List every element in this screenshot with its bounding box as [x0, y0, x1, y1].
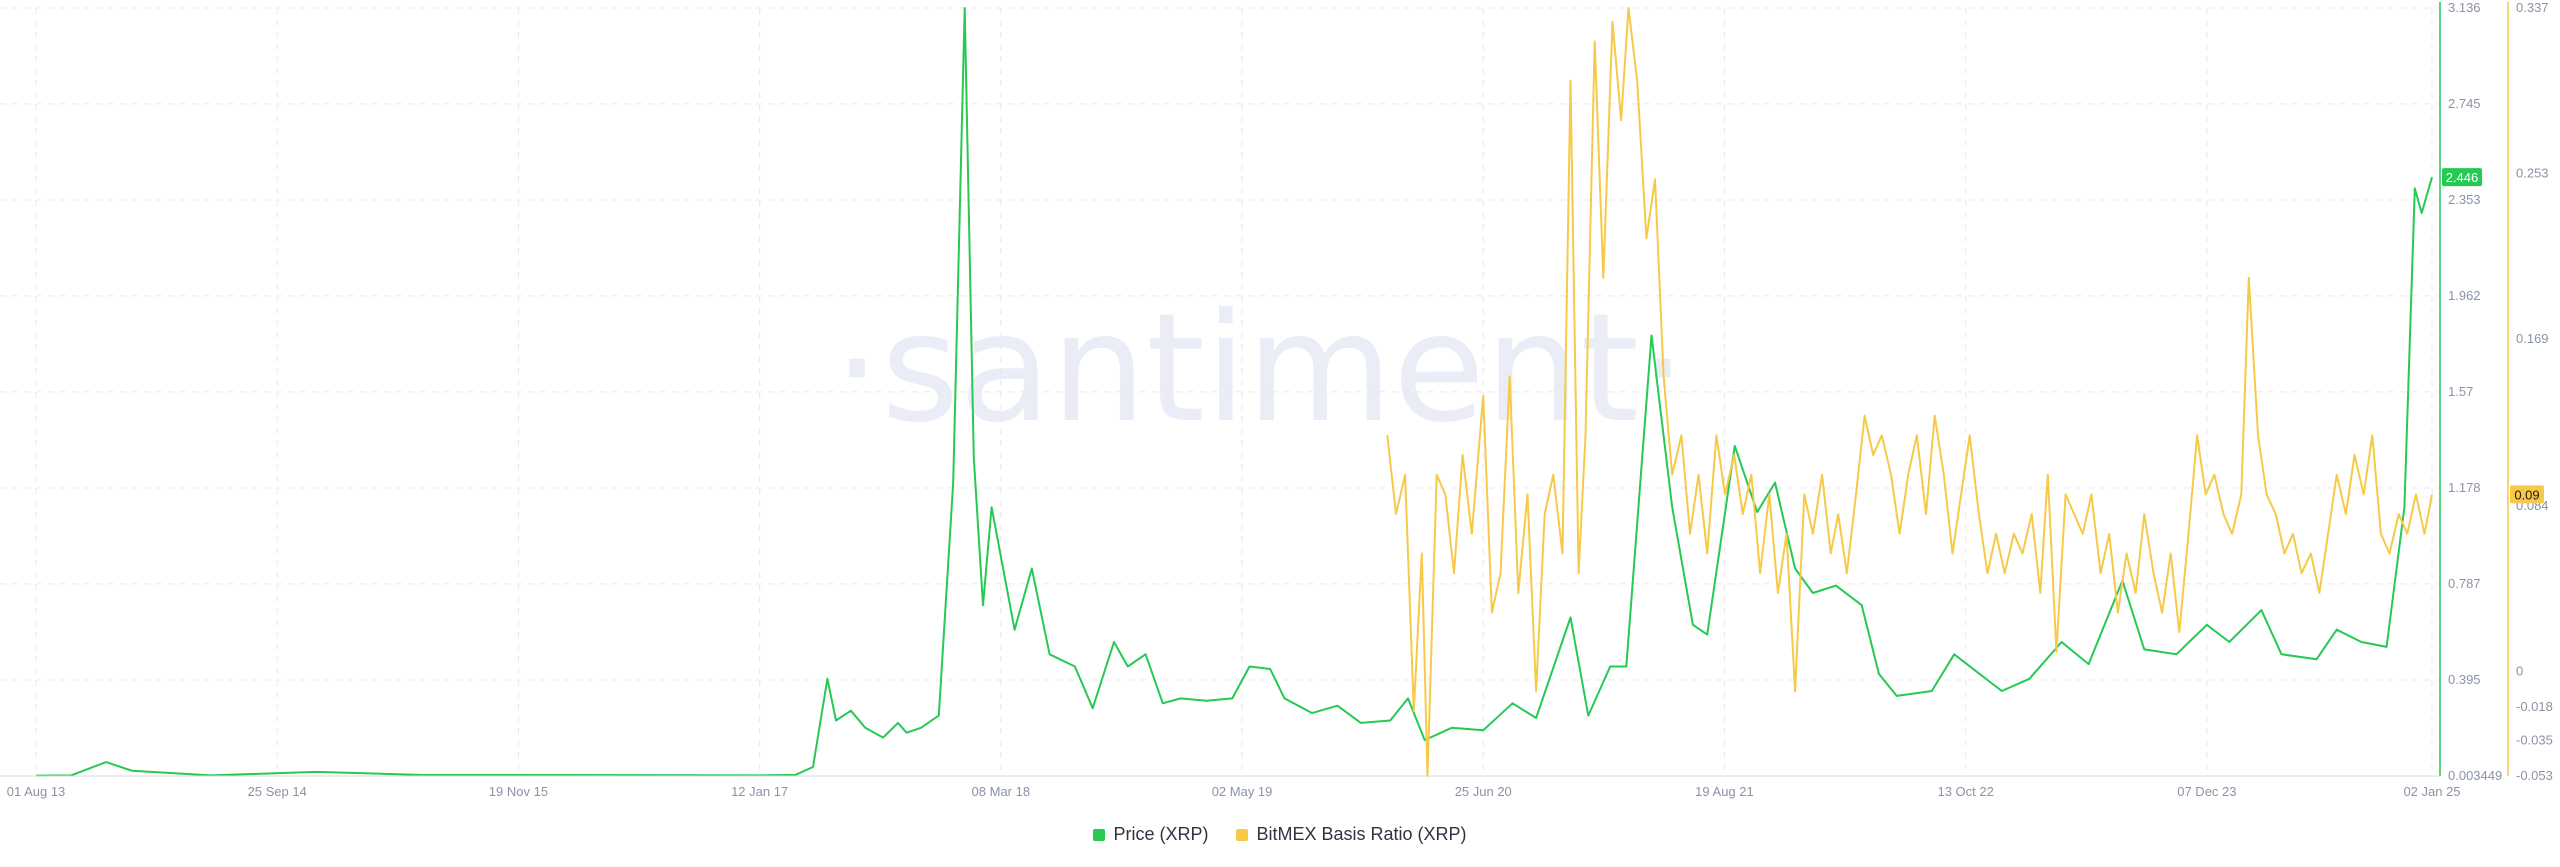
y-left-tick-label: 0.787	[2448, 576, 2481, 591]
y-left-tick-label: 2.353	[2448, 192, 2481, 207]
legend-label-price: Price (XRP)	[1113, 824, 1209, 844]
chart-legend: Price (XRP) BitMEX Basis Ratio (XRP)	[0, 824, 2560, 845]
legend-item-basis[interactable]: BitMEX Basis Ratio (XRP)	[1236, 824, 1467, 845]
y-right-tick-label: -0.018	[2516, 699, 2553, 714]
legend-label-basis: BitMEX Basis Ratio (XRP)	[1256, 824, 1467, 844]
y-right-tick-label: -0.053	[2516, 768, 2553, 783]
y-left-tick-label: 1.178	[2448, 480, 2481, 495]
x-tick-label: 25 Jun 20	[1455, 784, 1512, 799]
price-current-badge	[2442, 168, 2482, 187]
y-right-tick-label: 0	[2516, 664, 2523, 679]
y-right-tick-label: 0.337	[2516, 0, 2549, 15]
legend-swatch-basis	[1236, 828, 1249, 841]
y-right-tick-label: 0.253	[2516, 165, 2549, 180]
x-tick-label: 19 Nov 15	[489, 784, 548, 799]
x-tick-label: 01 Aug 13	[7, 784, 66, 799]
x-tick-label: 07 Dec 23	[2177, 784, 2236, 799]
series-layer	[35, 7, 2433, 777]
basis-current-value: 0.09	[2514, 487, 2539, 502]
x-tick-label: 08 Mar 18	[972, 784, 1031, 799]
santiment-watermark: ·santiment·	[833, 282, 1686, 456]
series-line-price[interactable]	[35, 7, 2433, 777]
legend-item-price[interactable]: Price (XRP)	[1093, 824, 1208, 845]
y-right-tick-label: 0.169	[2516, 331, 2549, 346]
x-tick-label: 19 Aug 21	[1695, 784, 1754, 799]
y-left-tick-label: 0.395	[2448, 672, 2481, 687]
basis-current-badge	[2510, 485, 2544, 504]
y-left-tick-label: 1.962	[2448, 288, 2481, 303]
y-left-tick-label: 2.745	[2448, 96, 2481, 111]
y-right-tick-label: -0.035	[2516, 733, 2553, 748]
badge-layer: 2.446 0.09	[2442, 168, 2544, 504]
x-tick-label: 02 May 19	[1212, 784, 1273, 799]
y-left-tick-label: 1.57	[2448, 384, 2473, 399]
x-tick-label: 12 Jan 17	[731, 784, 788, 799]
series-line-basis[interactable]	[1386, 7, 2433, 777]
y-left-tick-label: 3.136	[2448, 0, 2481, 15]
x-tick-label: 02 Jan 25	[2403, 784, 2460, 799]
x-tick-label: 13 Oct 22	[1937, 784, 1993, 799]
grid-layer	[0, 7, 2440, 777]
y-left-tick-label: 0.003449	[2448, 768, 2502, 783]
x-tick-label: 25 Sep 14	[248, 784, 307, 799]
legend-swatch-price	[1093, 828, 1106, 841]
axis-layer: 0.003449 0.395 0.787 1.178 1.57 1.962 2.353 2.7…	[0, 0, 2553, 799]
price-current-value: 2.446	[2446, 170, 2479, 185]
